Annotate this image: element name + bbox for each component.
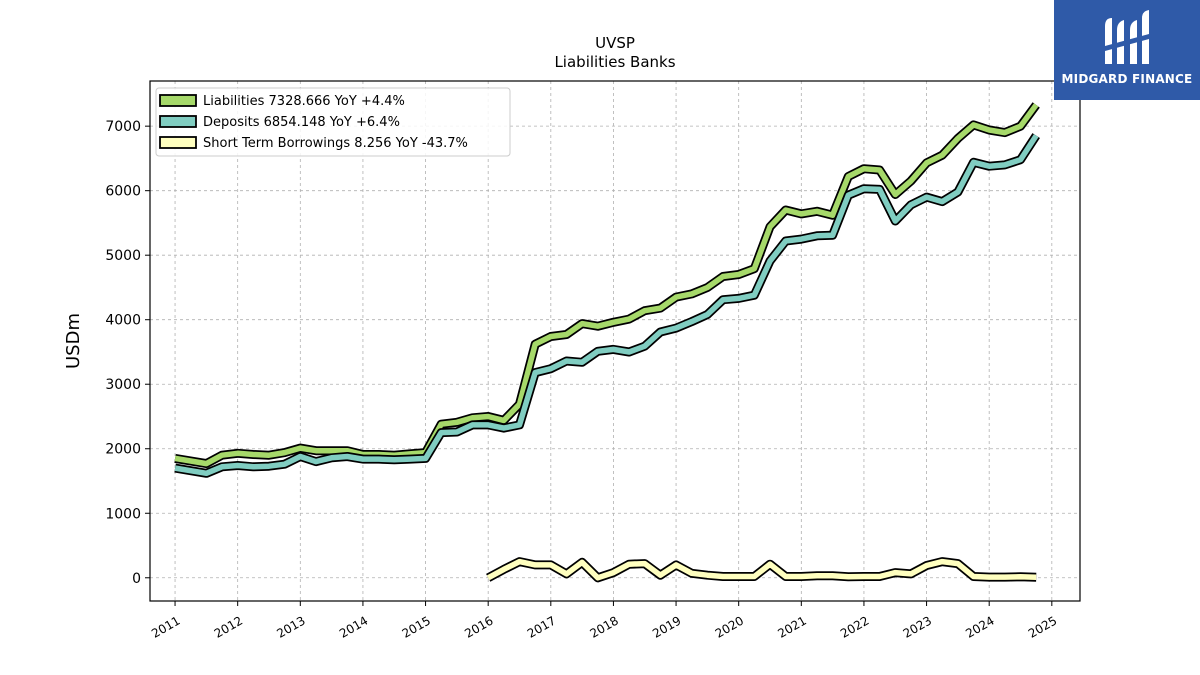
legend-swatch — [159, 94, 197, 107]
chart-title: UVSP — [595, 34, 635, 52]
x-tick-label: 2023 — [901, 613, 934, 640]
x-tick-label: 2011 — [149, 613, 182, 640]
chart-subtitle: Liabilities Banks — [554, 53, 675, 71]
y-tick-label: 5000 — [105, 248, 141, 264]
x-tick-label: 2024 — [963, 613, 996, 640]
brand-logo: MIDGARD FINANCE — [1054, 0, 1200, 100]
series-lines — [174, 102, 1040, 583]
x-tick-label: 2021 — [775, 613, 808, 640]
x-tick-label: 2022 — [838, 613, 871, 640]
x-tick-label: 2016 — [462, 613, 495, 640]
x-tick-label: 2013 — [274, 613, 307, 640]
y-tick-label: 6000 — [105, 184, 141, 200]
x-tick-label: 2014 — [337, 613, 370, 640]
legend-label: Liabilities 7328.666 YoY +4.4% — [203, 94, 405, 109]
series-0 — [174, 102, 1040, 469]
series-2 — [486, 557, 1037, 583]
x-axis-ticks: 2011 2012 2013 2014 2015 2016 2017 2018 2019 2020… — [149, 601, 1059, 641]
legend-item: Short Term Borrowings 8.256 YoY -43.7% — [159, 136, 468, 151]
series-line — [486, 558, 1037, 581]
legend-item: Deposits 6854.148 YoY +6.4% — [159, 115, 400, 130]
legend-swatch — [159, 115, 197, 128]
midgard-logo-icon — [1105, 10, 1149, 64]
legend-label: Short Term Borrowings 8.256 YoY -43.7% — [203, 136, 468, 151]
series-line — [174, 134, 1039, 477]
x-tick-label: 2017 — [525, 613, 558, 640]
legend: Liabilities 7328.666 YoY +4.4% Deposits 6… — [155, 87, 511, 157]
y-tick-label: 7000 — [105, 119, 141, 135]
series-line — [174, 103, 1039, 467]
x-tick-label: 2019 — [650, 613, 683, 640]
x-tick-label: 2018 — [587, 613, 620, 640]
plot-frame — [149, 80, 1081, 602]
x-tick-label: 2020 — [713, 613, 746, 640]
x-tick-label: 2015 — [400, 613, 433, 640]
logo-text: MIDGARD FINANCE — [1061, 72, 1193, 86]
y-tick-label: 2000 — [105, 442, 141, 458]
y-tick-label: 0 — [132, 571, 141, 587]
legend-swatch — [159, 136, 197, 149]
y-tick-label: 3000 — [105, 377, 141, 393]
x-tick-label: 2025 — [1026, 613, 1059, 640]
legend-item: Liabilities 7328.666 YoY +4.4% — [159, 94, 405, 109]
series-line-outline — [174, 102, 1040, 469]
y-tick-label: 4000 — [105, 313, 141, 329]
series-1 — [174, 133, 1040, 478]
y-tick-label: 1000 — [105, 506, 141, 522]
legend-box — [155, 87, 511, 157]
y-axis-ticks: 0 1000 2000 3000 4000 5000 6000 7000 — [105, 119, 150, 587]
x-tick-label: 2012 — [212, 613, 245, 640]
legend-label: Deposits 6854.148 YoY +6.4% — [203, 115, 400, 130]
y-axis-label: USDm — [63, 313, 84, 369]
